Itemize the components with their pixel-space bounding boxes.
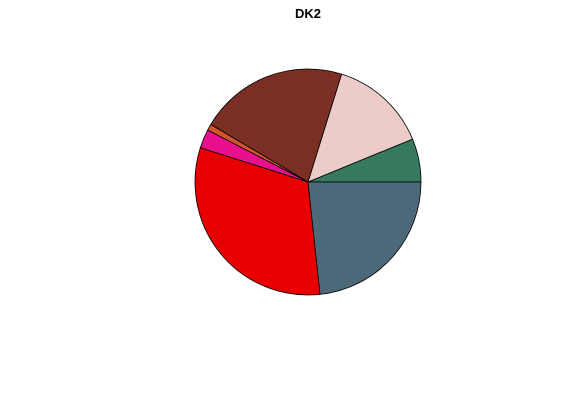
pie-slice-3 [210, 68, 342, 183]
pie-slices [194, 68, 422, 296]
pie-slice-6 [194, 147, 321, 296]
pie-slice-7 [307, 181, 422, 295]
pie-slice-2 [307, 73, 413, 183]
chart-title: DK2 [294, 6, 321, 21]
